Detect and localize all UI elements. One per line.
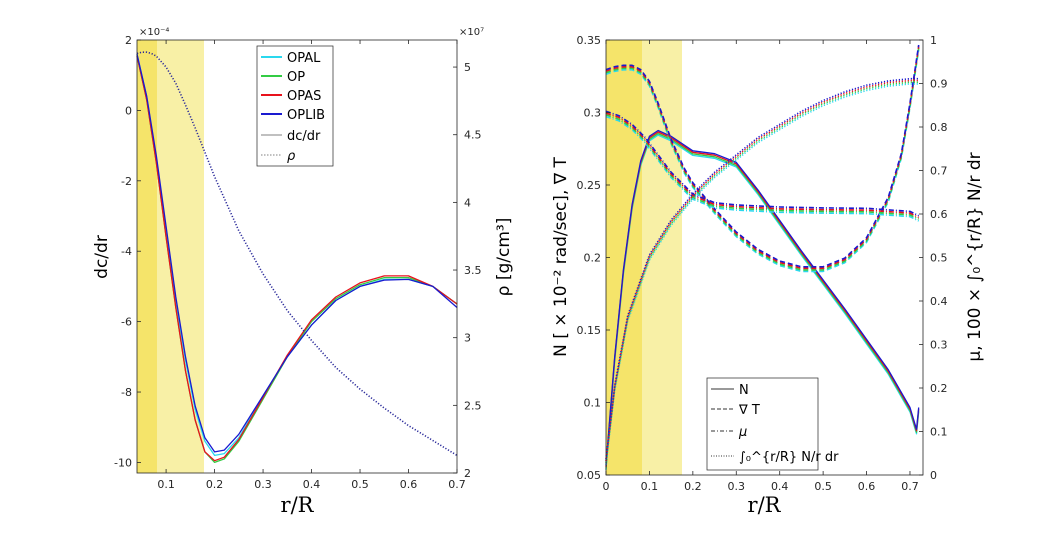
left-y-tick-label: -2 [121,175,132,188]
left-right-tick-label: 3 [464,332,471,345]
legend-label-dcdr: dc/dr [287,129,321,144]
legend-label-rho: ρ [287,149,296,164]
right-right-tick-label: 0.1 [930,426,948,439]
right-panel: 0 0.1 0.2 0.3 0.4 0.5 0.6 0.7 0.35 0.3 0.25 0.2 0.1… [551,34,985,517]
left-x-tick-label: 0.7 [448,478,466,491]
right-y-tick-label: 0.2 [584,252,602,265]
left-right-tick-label: 2.5 [464,399,482,412]
left-y-exponent: ×10⁻⁴ [139,27,169,38]
right-y-ticks: 0.35 0.3 0.25 0.2 0.15 0.1 0.05 [577,34,610,482]
left-series-line-3-0 [136,53,458,453]
right-plot-lines [605,44,920,471]
legend-label-integral: ∫₀^{r/R} N/r dr [739,450,839,465]
right-y-tick-label: 0.15 [577,324,602,337]
right-series-line-1-2 [605,46,920,270]
left-legend: OPAL OP OPAS OPLIB dc/dr ρ [256,45,334,167]
right-y-tick-label: 0.35 [577,34,602,47]
right-x-ticks: 0 0.1 0.2 0.3 0.4 0.5 0.6 0.7 [603,40,919,493]
right-right-tick-label: 0.6 [930,208,948,221]
right-x-tick-label: 0.6 [858,480,876,493]
left-series-line-2-0 [136,55,458,462]
left-y-ticks: 2 0 -2 -4 -6 -8 -10 [114,34,141,469]
legend-label-opal: OPAL [287,51,321,66]
left-right-tick-label: 3.5 [464,264,482,277]
right-right-axis-label: μ, 100 × ∫₀^{r/R} N/r dr [965,152,985,361]
right-right-ticks: 1 0.9 0.8 0.7 0.6 0.5 0.4 0.3 0.2 0.1 0 [919,34,948,482]
left-x-tick-label: 0.3 [254,478,272,491]
left-y-tick-label: -4 [121,245,132,258]
right-series-line-2-1 [605,114,920,220]
left-y-tick-label: 2 [125,34,132,47]
right-x-tick-label: 0.7 [901,480,919,493]
right-x-tick-label: 0 [603,480,610,493]
right-series-line-1-0 [605,49,920,273]
right-right-tick-label: 1 [930,34,937,47]
left-series-line-4-0 [136,51,458,457]
right-x-axis-label: r/R [748,493,782,517]
right-x-tick-label: 0.5 [814,480,832,493]
left-x-axis-label: r/R [281,493,315,517]
right-y-axis-label: N [ × 10⁻² rad/sec], ∇ T [551,156,571,356]
left-legend-box [256,45,334,167]
left-x-tick-label: 0.1 [157,478,175,491]
left-core-shade-outer [157,40,204,473]
left-x-tick-label: 0.6 [400,478,418,491]
right-x-tick-label: 0.3 [728,480,746,493]
right-core-shade-outer [642,40,682,475]
legend-label-opas: OPAS [287,89,321,104]
right-x-tick-label: 0.2 [684,480,702,493]
left-y-tick-label: -10 [114,456,132,469]
right-right-tick-label: 0.3 [930,339,948,352]
left-right-ticks: 5 4.5 4 3.5 3 2.5 2 [453,61,482,480]
right-right-tick-label: 0.9 [930,78,948,91]
left-panel: 0.1 0.2 0.3 0.4 0.5 0.6 0.7 2 0 -2 -4 -6 -8 -10 5 4.5… [92,27,514,517]
left-y-tick-label: 0 [125,104,132,117]
left-y-tick-label: -6 [121,316,132,329]
right-y-tick-label: 0.25 [577,179,602,192]
right-right-tick-label: 0.4 [930,295,948,308]
left-x-tick-label: 0.2 [206,478,224,491]
legend-label-gradt: ∇ T [738,403,760,418]
right-series-line-2-0 [605,115,920,222]
left-right-tick-label: 5 [464,61,471,74]
right-legend: N ∇ T μ ∫₀^{r/R} N/r dr [706,377,839,471]
right-series-line-0-3 [605,129,920,466]
left-x-ticks: 0.1 0.2 0.3 0.4 0.5 0.6 0.7 [157,40,466,491]
right-x-tick-label: 0.4 [771,480,789,493]
right-series-line-2-3 [605,110,920,217]
legend-label-op: OP [287,70,305,85]
legend-label-n: N [739,383,749,398]
left-right-tick-label: 4.5 [464,129,482,142]
left-y-tick-label: -8 [121,386,132,399]
right-y-tick-label: 0.1 [584,397,602,410]
left-y-axis-label: dc/dr [92,235,112,279]
left-plot-lines [136,51,458,464]
right-x-tick-label: 0.1 [641,480,659,493]
left-axes-box [136,39,458,474]
left-x-tick-label: 0.4 [303,478,321,491]
right-y-tick-label: 0.05 [577,469,602,482]
right-legend-box [706,377,819,471]
legend-label-mu: μ [738,425,747,440]
left-core-shade-inner [137,40,157,473]
right-right-tick-label: 0.8 [930,121,948,134]
right-series-line-2-2 [605,112,920,219]
left-right-tick-label: 2 [464,467,471,480]
right-right-tick-label: 0 [930,469,937,482]
left-right-exponent: ×10⁷ [459,27,484,38]
right-series-line-1-1 [605,47,920,271]
right-right-tick-label: 0.5 [930,252,948,265]
right-y-tick-label: 0.3 [584,107,602,120]
left-x-tick-label: 0.5 [351,478,369,491]
left-right-tick-label: 4 [464,196,471,209]
legend-label-oplib: OPLIB [287,108,325,123]
right-series-line-1-3 [605,44,920,268]
right-right-tick-label: 0.2 [930,382,948,395]
left-right-axis-label: ρ [g/cm³] [494,218,514,297]
right-right-tick-label: 0.7 [930,165,948,178]
